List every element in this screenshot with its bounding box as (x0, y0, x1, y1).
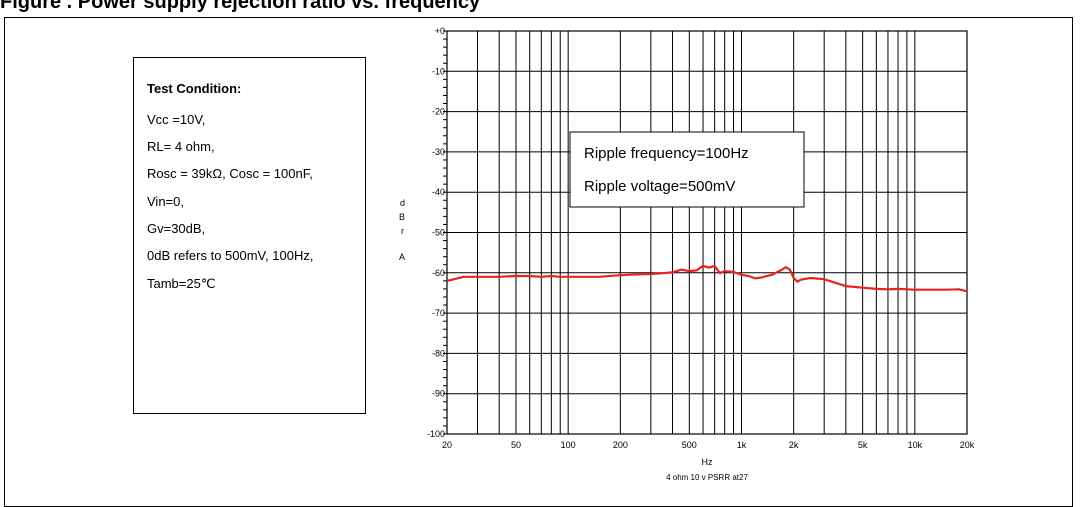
y-axis-label-char: d (400, 198, 406, 208)
x-tick-label: 5k (858, 440, 868, 450)
y-tick-label: -90 (432, 389, 445, 399)
condition-line: RL= 4 ohm, (147, 139, 215, 154)
y-tick-label: +0 (435, 26, 445, 36)
x-tick-label: 50 (511, 440, 521, 450)
page-title: Figure . Power supply rejection ratio vs… (0, 0, 481, 13)
x-tick-label: 20 (442, 440, 452, 450)
y-tick-label: -50 (432, 228, 445, 238)
x-tick-label: 100 (561, 440, 576, 450)
y-tick-label: -70 (432, 308, 445, 318)
condition-line: Vcc =10V, (147, 112, 206, 127)
plot-frame (446, 30, 968, 435)
chart-footer: 4 ohm 10 v PSRR at27 (666, 473, 748, 482)
y-axis-label-char: B (399, 212, 406, 222)
x-tick-label: 20k (960, 440, 975, 450)
annotation-text: Ripple voltage=500mV (584, 178, 735, 195)
annotation-box (569, 131, 805, 208)
condition-line: Vin=0, (147, 194, 184, 209)
y-axis-label-char: r (401, 226, 404, 236)
y-axis-label-char: A (399, 252, 406, 262)
x-tick-label: 10k (908, 440, 923, 450)
condition-line: 0dB refers to 500mV, 100Hz, (147, 248, 314, 263)
y-tick-label: -100 (427, 429, 445, 439)
x-tick-label: 1k (737, 440, 747, 450)
y-tick-label: -10 (432, 66, 445, 76)
psrr-series-line (446, 264, 968, 293)
y-tick-label: -60 (432, 268, 445, 278)
y-tick-label: -30 (432, 147, 445, 157)
x-tick-label: 500 (682, 440, 697, 450)
y-tick-label: -80 (432, 348, 445, 358)
y-tick-label: -20 (432, 107, 445, 117)
condition-line: Tamb=25℃ (147, 276, 216, 291)
x-tick-label: 2k (789, 440, 799, 450)
test-condition-heading: Test Condition: (147, 81, 242, 96)
condition-line: Gv=30dB, (147, 221, 206, 236)
condition-line: Rosc = 39kΩ, Cosc = 100nF, (147, 166, 313, 181)
annotation-text: Ripple frequency=100Hz (584, 145, 749, 162)
test-condition-box: Test Condition: Vcc =10V, RL= 4 ohm, Ros… (133, 57, 366, 414)
x-tick-label: 200 (613, 440, 628, 450)
x-axis-label: Hz (702, 457, 713, 467)
y-tick-label: -40 (432, 187, 445, 197)
